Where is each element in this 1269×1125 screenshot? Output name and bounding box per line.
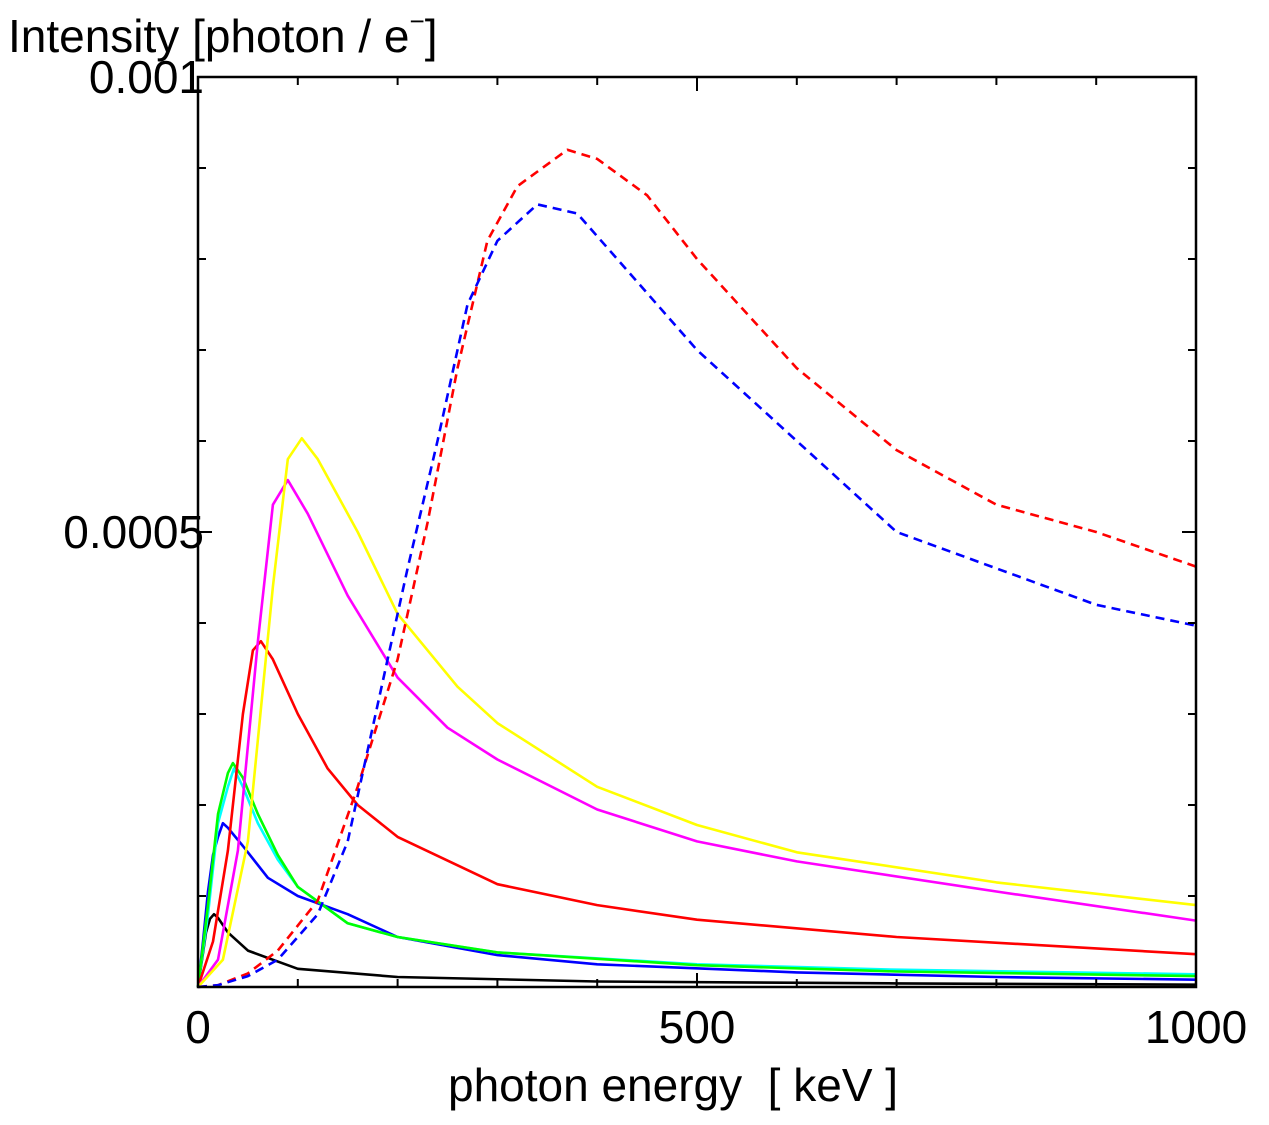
series-line-2 xyxy=(196,767,1197,988)
tick-layer xyxy=(197,76,1197,988)
y-tick-label: 0.001 xyxy=(89,51,204,103)
plot-frame xyxy=(196,75,1198,989)
series-layer xyxy=(196,148,1197,989)
y-tick-label: 0.0005 xyxy=(63,506,204,558)
x-tick-label: 500 xyxy=(659,1001,736,1053)
x-tick-label: 1000 xyxy=(1145,1001,1247,1053)
series-line-7 xyxy=(197,148,1197,989)
series-line-8 xyxy=(197,203,1197,989)
x-axis-label: photon energy [ keV ] xyxy=(448,1059,899,1111)
series-line-1 xyxy=(196,821,1197,988)
series-line-5 xyxy=(196,478,1197,988)
y-axis-label: Intensity [photon / e−] xyxy=(8,6,438,62)
tick-label-layer: 0 500 1000 0.0005 0.001 xyxy=(63,51,1247,1053)
series-line-3 xyxy=(196,761,1197,988)
series-line-6 xyxy=(197,437,1197,988)
x-tick-label: 0 xyxy=(185,1001,211,1053)
series-line-4 xyxy=(196,639,1197,988)
